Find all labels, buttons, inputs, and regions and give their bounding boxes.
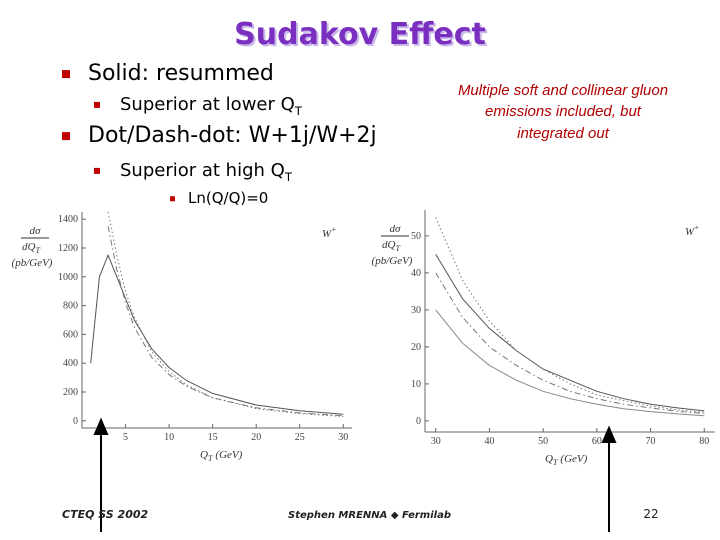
bullet-label: Dot/Dash-dot: W+1j/W+2j	[88, 123, 377, 148]
y-label-den: dQ	[22, 241, 36, 253]
subscript: T	[36, 246, 41, 255]
note-line: emissions included, but	[485, 103, 642, 120]
subscript: T	[284, 170, 293, 184]
bullet-marker	[94, 167, 100, 174]
superscript: +	[694, 223, 699, 232]
note-line: integrated out	[517, 125, 610, 142]
x-tick-label: 20	[251, 432, 261, 443]
bullet-label: Superior at lower Q	[120, 94, 295, 115]
y-tick-label: 1200	[58, 243, 78, 254]
y-tick-label: 600	[63, 329, 78, 340]
x-label-main: Q	[200, 449, 208, 461]
bullet-marker	[94, 101, 100, 108]
bullet-marker	[62, 132, 70, 141]
series-line	[435, 309, 705, 417]
y-tick-label: 30	[411, 305, 421, 316]
y-label: dQT	[382, 239, 400, 253]
bullet-label: Superior at high Q	[120, 160, 285, 181]
x-tick-label: 50	[538, 436, 548, 447]
series-line	[107, 211, 344, 417]
y-label-unit: (pb/GeV)	[12, 257, 53, 269]
series-line	[435, 217, 705, 413]
annotation: W+	[685, 223, 700, 238]
footer-center: Stephen MRENNA ◆ Fermilab	[288, 510, 451, 521]
note: Multiple soft and collinear gluon emissi…	[458, 82, 668, 142]
x-label: QT (GeV)	[545, 453, 588, 467]
bullet-text: Ln(Q/Q)=0	[188, 189, 268, 207]
arrowhead	[93, 417, 109, 435]
x-tick-label: 70	[646, 436, 656, 447]
series-line	[107, 226, 344, 417]
series-line	[90, 253, 344, 415]
y-label: dσ	[30, 225, 42, 237]
bullet-marker	[62, 70, 70, 79]
bullet-text: Dot/Dash-dot: W+1j/W+2j	[88, 123, 377, 148]
x-label: QT (GeV)	[200, 449, 243, 463]
y-tick-label: 10	[411, 379, 421, 390]
bullet-text: Superior at lower QT	[120, 94, 303, 118]
x-tick-label: 80	[699, 436, 709, 447]
x-label-unit: (GeV)	[560, 453, 587, 465]
y-tick-label: 50	[411, 231, 421, 242]
x-label-unit: (GeV)	[215, 449, 242, 461]
y-label-den: dQ	[382, 239, 396, 251]
annotation: W+	[322, 225, 337, 240]
bullet-marker	[170, 196, 175, 202]
series-line	[435, 254, 705, 412]
y-tick-label: 40	[411, 268, 421, 279]
bullet-label: Solid: resummed	[88, 61, 274, 86]
x-tick-label: 60	[592, 436, 602, 447]
bullet-label: Ln(Q/Q)=0	[188, 189, 268, 207]
x-tick-label: 15	[208, 432, 218, 443]
title-shadow: Sudakov Effect	[236, 19, 488, 54]
subscript: T	[553, 458, 558, 467]
subscript: T	[208, 454, 213, 463]
y-tick-label: 200	[63, 387, 78, 398]
x-label-main: Q	[545, 453, 553, 465]
y-label: dσ	[390, 223, 402, 235]
series-line	[435, 272, 705, 414]
y-tick-label: 800	[63, 301, 78, 312]
slide-title: Sudakov Effect	[234, 17, 486, 52]
note-line: Multiple soft and collinear gluon	[458, 82, 668, 99]
x-tick-label: 40	[484, 436, 494, 447]
annotation-main: W	[322, 228, 332, 240]
y-tick-label: 0	[416, 416, 421, 427]
y-tick-label: 1000	[58, 272, 78, 283]
page-number: 22	[643, 507, 658, 521]
x-tick-label: 30	[338, 432, 348, 443]
annotation-main: W	[685, 226, 695, 238]
arrows	[93, 417, 617, 532]
subscript: T	[294, 104, 303, 118]
x-tick-label: 10	[164, 432, 174, 443]
x-tick-label: 5	[123, 432, 128, 443]
x-tick-label: 30	[431, 436, 441, 447]
bullet-text: Superior at high QT	[120, 160, 293, 184]
y-label: dQT	[22, 241, 40, 255]
subscript: T	[396, 244, 401, 253]
footer-left: CTEQ SS 2002	[62, 508, 149, 521]
y-tick-label: 0	[73, 416, 78, 427]
arrowhead	[601, 425, 617, 443]
y-tick-label: 400	[63, 358, 78, 369]
y-tick-label: 20	[411, 342, 421, 353]
x-tick-label: 25	[295, 432, 305, 443]
superscript: +	[331, 225, 336, 234]
y-tick-label: 1400	[58, 214, 78, 225]
bullet-text: Solid: resummed	[88, 61, 274, 86]
y-label-unit: (pb/GeV)	[372, 255, 413, 267]
